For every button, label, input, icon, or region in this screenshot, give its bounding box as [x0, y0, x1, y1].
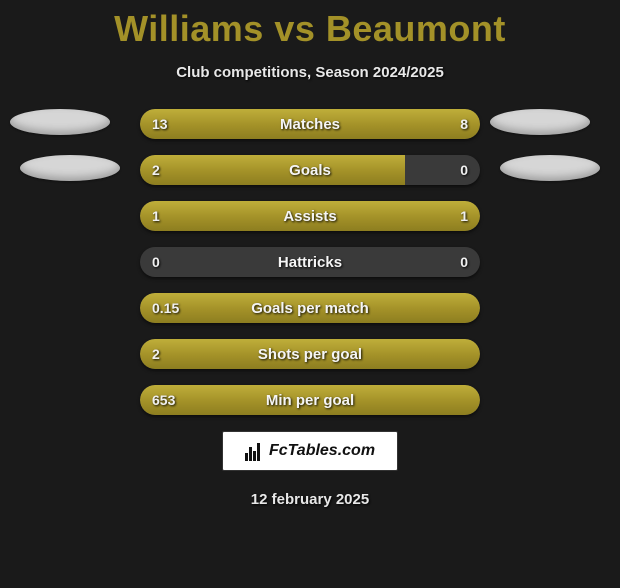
stats-area: Matches138Goals20Assists11Hattricks00Goa… — [0, 109, 620, 415]
bar-fill-right — [351, 109, 480, 139]
player-placeholder-ellipse — [490, 109, 590, 135]
page-subtitle: Club competitions, Season 2024/2025 — [0, 64, 620, 81]
source-logo: FcTables.com — [222, 431, 398, 471]
page-title: Williams vs Beaumont — [0, 8, 620, 50]
stat-value-right: 0 — [460, 247, 468, 277]
bar-fill — [140, 339, 480, 369]
stat-row: Shots per goal2 — [140, 339, 480, 369]
logo-text: FcTables.com — [269, 442, 375, 460]
player-placeholder-ellipse — [500, 155, 600, 181]
stat-row: Assists11 — [140, 201, 480, 231]
stat-row: Min per goal653 — [140, 385, 480, 415]
bar-fill-left — [140, 201, 310, 231]
player-placeholder-ellipse — [10, 109, 110, 135]
bar-fill — [140, 293, 480, 323]
stat-row: Matches138 — [140, 109, 480, 139]
stat-value-left: 0 — [152, 247, 160, 277]
date-line: 12 february 2025 — [0, 491, 620, 508]
bar-fill-left — [140, 109, 351, 139]
stat-label: Hattricks — [140, 247, 480, 277]
bar-chart-icon — [245, 441, 265, 461]
stat-row: Hattricks0 0 — [140, 247, 480, 277]
stat-row: Goals20 — [140, 155, 480, 185]
stat-row: Goals per match0.15 — [140, 293, 480, 323]
bar-fill — [140, 385, 480, 415]
stat-bars: Matches138Goals20Assists11Hattricks00Goa… — [140, 109, 480, 415]
player-placeholder-ellipse — [20, 155, 120, 181]
bar-fill-left — [140, 155, 405, 185]
bar-fill-right — [310, 201, 480, 231]
stat-value-right: 0 — [460, 155, 468, 185]
